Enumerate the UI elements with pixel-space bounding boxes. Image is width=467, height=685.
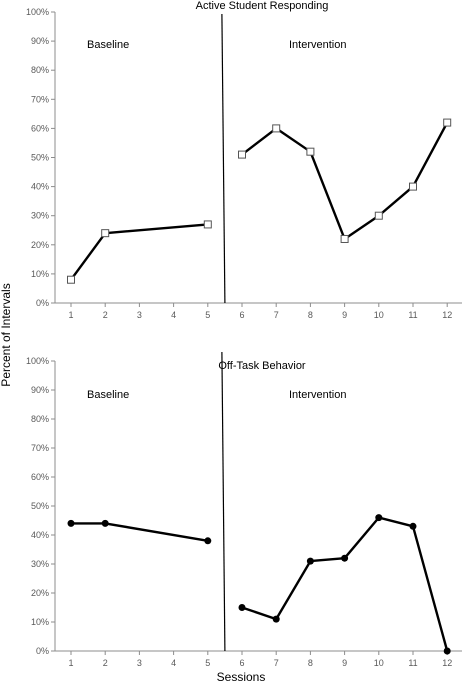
chart-panel-2: Off-Task Behavior 0% 10% 20% 30% 40% 50% 60% 70%… bbox=[26, 351, 462, 668]
data-point bbox=[409, 522, 417, 530]
series-line-intervention bbox=[241, 516, 449, 652]
x-tick-label: 8 bbox=[308, 658, 313, 668]
x-tick-label: 3 bbox=[137, 658, 142, 668]
x-tick-label: 7 bbox=[274, 310, 279, 320]
x-tick-label: 10 bbox=[374, 310, 384, 320]
x-tick-label: 6 bbox=[239, 310, 244, 320]
data-point bbox=[306, 557, 314, 565]
x-tick-label: 11 bbox=[408, 658, 417, 668]
y-tick-label: 70% bbox=[31, 443, 49, 453]
x-tick-label: 7 bbox=[274, 658, 279, 668]
x-tick-label: 6 bbox=[239, 658, 244, 668]
data-point bbox=[375, 514, 383, 522]
y-tick-label: 40% bbox=[31, 182, 49, 192]
phase-label-baseline: Baseline bbox=[87, 39, 129, 51]
data-point bbox=[204, 537, 212, 545]
y-tick-label: 20% bbox=[31, 240, 49, 250]
x-tick-label: 11 bbox=[408, 310, 417, 320]
series-line-baseline bbox=[70, 223, 208, 281]
y-tick-label: 100% bbox=[26, 356, 49, 366]
phase-change-line bbox=[221, 13, 226, 304]
x-tick-label: 9 bbox=[342, 310, 347, 320]
x-tick-label: 4 bbox=[171, 658, 176, 668]
x-tick-label: 2 bbox=[103, 658, 108, 668]
data-point bbox=[101, 229, 110, 238]
data-point bbox=[203, 220, 212, 229]
x-tick-label: 2 bbox=[103, 310, 108, 320]
series-line-baseline bbox=[71, 522, 209, 542]
data-point bbox=[272, 124, 281, 133]
data-point bbox=[67, 519, 75, 527]
x-tick-label: 8 bbox=[308, 310, 313, 320]
y-tick-label: 80% bbox=[31, 65, 49, 75]
series-line-intervention bbox=[241, 122, 449, 241]
y-tick-label: 40% bbox=[31, 530, 49, 540]
x-tick-label: 12 bbox=[442, 658, 452, 668]
data-point bbox=[374, 211, 383, 220]
y-tick-label: 100% bbox=[26, 7, 49, 17]
y-tick-label: 70% bbox=[31, 94, 49, 104]
y-tick-label: 60% bbox=[31, 472, 49, 482]
y-tick-label: 20% bbox=[31, 588, 49, 598]
x-tick-label: 1 bbox=[68, 310, 73, 320]
data-point bbox=[67, 275, 75, 284]
x-tick-label: 4 bbox=[171, 310, 176, 320]
chart-panel-1: Active Student Responding 0% 10% 20% 30% 40% 5… bbox=[26, 0, 462, 320]
x-tick-label: 10 bbox=[374, 658, 384, 668]
data-point bbox=[341, 554, 349, 562]
phase-label-intervention: Intervention bbox=[289, 389, 346, 401]
data-point bbox=[238, 150, 246, 159]
y-tick-label: 90% bbox=[31, 36, 49, 46]
y-tick-label: 50% bbox=[31, 153, 49, 163]
x-tick-label: 5 bbox=[205, 658, 210, 668]
x-tick-label: 5 bbox=[205, 310, 210, 320]
phase-label-intervention: Intervention bbox=[289, 39, 346, 51]
data-point bbox=[272, 615, 280, 623]
y-axis-label: Percent of Intervals bbox=[0, 283, 13, 386]
data-point bbox=[443, 647, 451, 655]
x-tick-label: 12 bbox=[442, 310, 452, 320]
x-tick-label: 9 bbox=[342, 658, 347, 668]
y-tick-label: 0% bbox=[36, 646, 49, 656]
data-point bbox=[443, 118, 452, 127]
chart-title: Off-Task Behavior bbox=[218, 360, 306, 372]
x-tick-label: 3 bbox=[137, 310, 142, 320]
phase-change-line bbox=[221, 351, 226, 652]
data-point bbox=[409, 182, 417, 191]
y-tick-label: 50% bbox=[31, 501, 49, 511]
x-axis-label: Sessions bbox=[217, 670, 266, 684]
phase-label-baseline: Baseline bbox=[87, 389, 129, 401]
chart-title: Active Student Responding bbox=[196, 0, 329, 12]
y-tick-label: 10% bbox=[31, 617, 49, 627]
y-tick-label: 80% bbox=[31, 414, 49, 424]
y-tick-label: 60% bbox=[31, 123, 49, 133]
data-point bbox=[306, 147, 315, 156]
data-point bbox=[238, 604, 246, 611]
x-tick-label: 1 bbox=[68, 658, 73, 668]
y-tick-label: 90% bbox=[31, 385, 49, 395]
data-point bbox=[340, 234, 349, 243]
data-point bbox=[101, 519, 109, 527]
y-tick-label: 10% bbox=[31, 269, 49, 279]
y-tick-label: 0% bbox=[36, 298, 49, 308]
y-tick-label: 30% bbox=[31, 211, 49, 221]
y-tick-label: 30% bbox=[31, 559, 49, 569]
